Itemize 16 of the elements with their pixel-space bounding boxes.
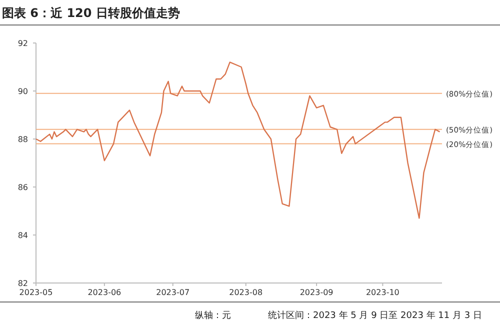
x-tick-label: 2023-07 [156,288,190,297]
y-tick-label: 86 [18,183,28,192]
x-tick-label: 2023-06 [88,288,122,297]
y-tick-label: 92 [18,39,28,48]
x-tick-label: 2023-08 [229,288,263,297]
y-tick-label: 90 [18,87,28,96]
x-tick-label: 2023-05 [19,288,53,297]
chart-title: 图表 6：近 120 日转股价值走势 [2,6,180,20]
x-tick-label: 2023-10 [366,288,400,297]
x-tick-label: 2023-09 [300,288,334,297]
y-tick-label: 88 [18,135,28,144]
text: 统计区间：2023 年 5 月 9 日至 2023 年 11 月 3 日 [268,310,482,321]
y-tick-label: 84 [18,231,28,240]
text: 纵轴：元 [195,310,231,321]
y-tick-label: 82 [18,279,28,288]
line-series [35,62,440,219]
